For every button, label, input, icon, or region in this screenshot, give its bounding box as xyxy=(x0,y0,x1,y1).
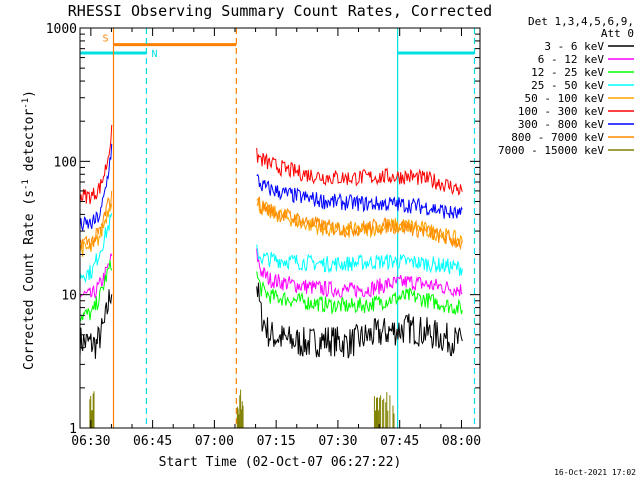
night-bar-label-0: N xyxy=(151,49,157,60)
legend-entry-label-5: 100 - 300 keV xyxy=(518,105,604,118)
plot-frame xyxy=(79,27,481,429)
series-line-6-post xyxy=(256,173,463,219)
legend-header-line-2: Att 0 xyxy=(601,27,634,40)
y-axis-label-end: ) xyxy=(22,90,37,98)
y-tick-label-2: 100 xyxy=(54,155,77,170)
series-line-5-post xyxy=(256,147,463,196)
x-tick-label-0: 06:30 xyxy=(71,434,110,449)
series-line-7-post xyxy=(256,196,463,251)
series-line-2-pre xyxy=(79,259,113,322)
legend-entry-label-2: 12 - 25 keV xyxy=(531,66,604,79)
series-line-4-post xyxy=(256,197,463,246)
y-axis-label-sup2: -1 xyxy=(21,98,31,109)
x-tick-label-2: 07:00 xyxy=(195,434,234,449)
y-tick-label-1: 10 xyxy=(61,289,77,304)
y-axis-label: Corrected Count Rate (s-1 detector-1) xyxy=(21,90,37,370)
axes: 1 10 100 1000 06:30 06:45 07:00 07:15 07:30 07:45… xyxy=(46,22,481,449)
legend-entry-label-1: 6 - 12 keV xyxy=(538,53,605,66)
y-tick-label-0: 1 xyxy=(69,422,77,437)
y-tick-label-3: 1000 xyxy=(46,22,77,37)
legend-header-line-1: Det 1,3,4,5,6,9, xyxy=(528,15,634,28)
x-tick-label-5: 07:45 xyxy=(380,434,419,449)
series-line-5-pre xyxy=(79,124,113,205)
series-line-2-post xyxy=(256,271,463,315)
y-axis-label-sup1: -1 xyxy=(21,179,31,190)
legend-entry-label-7: 800 - 7000 keV xyxy=(511,131,604,144)
legend-entry-label-4: 50 - 100 keV xyxy=(525,92,605,105)
y-axis-label-mid: detector xyxy=(22,109,37,180)
x-axis-label: Start Time (02-Oct-07 06:27:22) xyxy=(159,455,402,470)
legend-entry-label-0: 3 - 6 keV xyxy=(544,40,604,53)
legend-entry-label-8: 7000 - 15000 keV xyxy=(498,144,604,157)
series-line-3-post xyxy=(256,244,463,276)
legend-entry-label-3: 25 - 50 keV xyxy=(531,79,604,92)
series-line-0-pre xyxy=(79,289,113,359)
series-line-7-pre xyxy=(79,190,113,250)
x-tick-label-3: 07:15 xyxy=(257,434,296,449)
footer-timestamp: 16-Oct-2021 17:02 xyxy=(554,468,636,477)
chart-title: RHESSI Observing Summary Count Rates, Co… xyxy=(68,2,492,20)
series-line-0-post xyxy=(256,282,463,359)
y-axis-label-main: Corrected Count Rate (s xyxy=(22,190,37,370)
series-line-6-pre xyxy=(79,143,113,231)
x-tick-label-4: 07:30 xyxy=(318,434,357,449)
x-tick-label-1: 06:45 xyxy=(133,434,172,449)
attenuator-state-label: S xyxy=(102,34,108,45)
series-line-1-post xyxy=(256,248,463,299)
series-line-1-pre xyxy=(79,253,113,299)
x-tick-label-6: 08:00 xyxy=(442,434,481,449)
legend-entry-label-6: 300 - 800 keV xyxy=(518,118,604,131)
plot-area: SN xyxy=(79,28,476,428)
series-line-3-pre xyxy=(79,213,113,284)
